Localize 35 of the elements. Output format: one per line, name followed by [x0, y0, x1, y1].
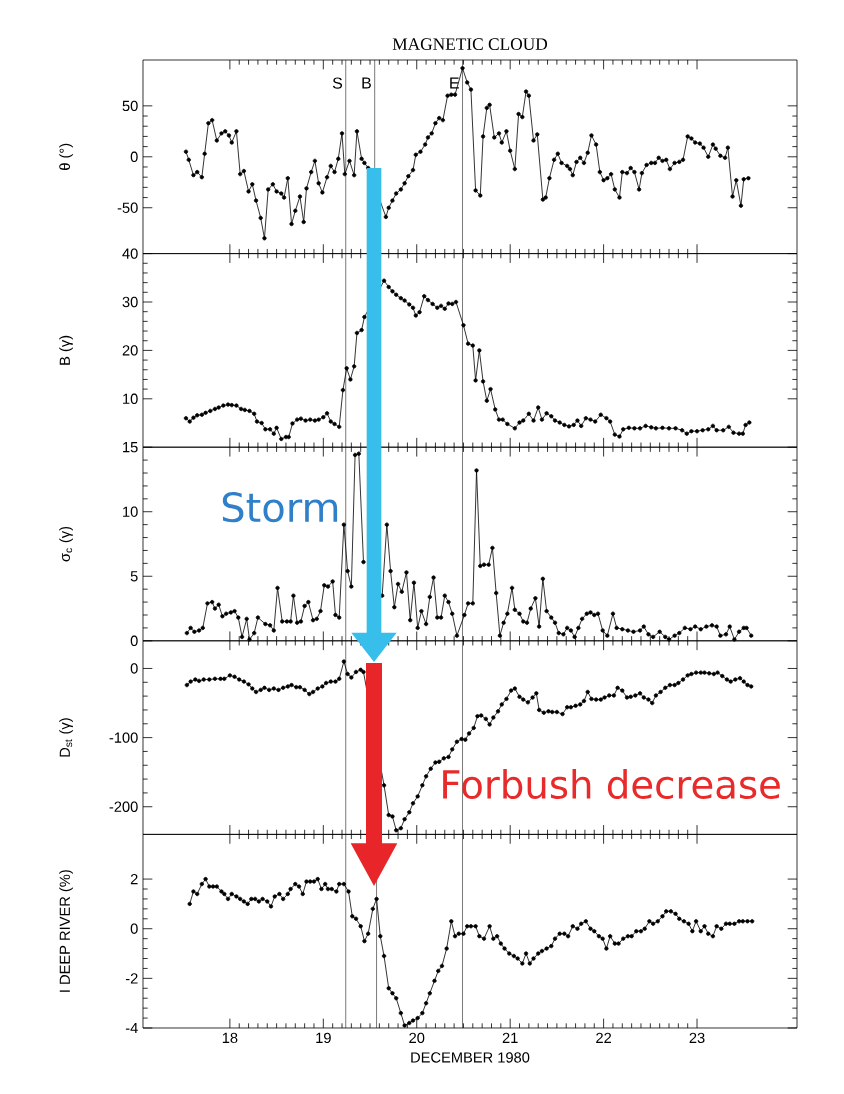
x-tick-label: 18	[222, 1032, 238, 1044]
x-tick-label: 19	[316, 1032, 331, 1044]
ref-line-label: E	[450, 77, 459, 89]
y-tick-label: -50	[117, 202, 138, 213]
y-axis-title: B (γ)	[59, 335, 73, 365]
y-axis-title: D$_{st}$ (γ)	[59, 718, 73, 757]
ref-line-label: B	[362, 77, 371, 89]
y-tick-label: 50	[122, 100, 138, 112]
y-tick-label: 20	[122, 345, 138, 356]
y-tick-label: -4	[125, 1022, 138, 1034]
y-tick-label: 0	[130, 151, 138, 162]
y-axis-title: σ$_{c}$ (γ)	[59, 526, 73, 562]
y-tick-label: 10	[123, 506, 138, 517]
x-tick-label: 20	[409, 1032, 425, 1044]
y-tick-label: 30	[122, 296, 138, 308]
y-tick-label: -2	[125, 973, 138, 984]
chart-title: MAGNETIC CLOUD	[392, 38, 548, 50]
y-tick-label: 0	[130, 635, 138, 646]
y-axis-title: I DEEP RIVER (%)	[59, 870, 73, 992]
annotation: Storm	[222, 492, 338, 523]
y-tick-label: 0	[130, 663, 138, 674]
y-axis-title: θ (°)	[59, 143, 73, 170]
x-tick-label: 23	[689, 1032, 705, 1044]
x-axis-title: DECEMBER 1980	[411, 1052, 530, 1063]
y-tick-label: 10	[123, 393, 138, 404]
y-tick-label: 15	[123, 442, 138, 453]
y-tick-label: -200	[109, 801, 138, 812]
y-tick-label: 5	[130, 571, 138, 582]
y-tick-label: 0	[130, 923, 138, 934]
y-tick-label: 40	[122, 248, 138, 259]
y-tick-label: -100	[109, 732, 138, 743]
ref-line-label: S	[332, 77, 343, 89]
x-tick-label: 22	[596, 1032, 612, 1043]
x-tick-label: 21	[502, 1032, 518, 1043]
y-tick-label: 2	[130, 873, 138, 885]
